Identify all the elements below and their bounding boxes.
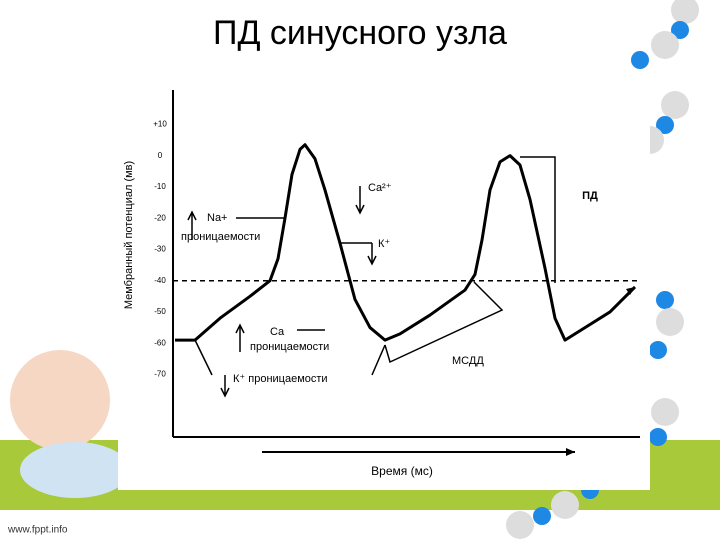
footer: www.fppt.info: [7, 525, 68, 536]
time-arrow-head: [566, 448, 575, 456]
pointer: [194, 339, 213, 376]
arrow: [355, 186, 365, 215]
y-axis-label: Мембранный потенциал (мв): [123, 161, 135, 309]
pointer: [371, 344, 386, 376]
chart-area: [118, 85, 650, 490]
annotation: Ca: [270, 326, 285, 338]
y-tick-label: -70: [154, 370, 166, 379]
annotation: К⁺ проницаемости: [233, 373, 328, 385]
potential-line: [175, 143, 637, 342]
annotation: МСДД: [452, 355, 484, 367]
y-tick-label: -30: [154, 245, 166, 254]
chart: +10 0 -10 -20 -30 -40 -50 -60 -70 Мембранный поте…: [123, 90, 640, 478]
y-tick-label: -50: [154, 307, 166, 316]
annotation: Na+: [207, 212, 228, 224]
bracket: [384, 281, 504, 364]
annotation: К⁺: [378, 238, 390, 250]
arrow: [187, 210, 197, 240]
y-tick-label: -60: [154, 338, 166, 347]
y-tick-label: 0: [158, 151, 163, 160]
y-tick-label: +10: [153, 119, 167, 128]
annotation: Ca²⁺: [368, 182, 392, 194]
annotation: проницаемости: [181, 231, 260, 243]
arrow: [220, 375, 230, 398]
bracket: [520, 156, 556, 283]
y-tick-label: -10: [154, 182, 166, 191]
slide-title: ПД синусного узла: [213, 14, 507, 52]
annotation: ПД: [582, 190, 598, 202]
line-arrow-head: [626, 286, 635, 295]
arrow: [235, 323, 245, 352]
x-axis-label: Время (мс): [371, 464, 433, 478]
arrow: [340, 242, 377, 266]
annotation: проницаемости: [250, 341, 329, 353]
y-tick-label: -20: [154, 213, 166, 222]
y-tick-label: -40: [154, 276, 166, 285]
